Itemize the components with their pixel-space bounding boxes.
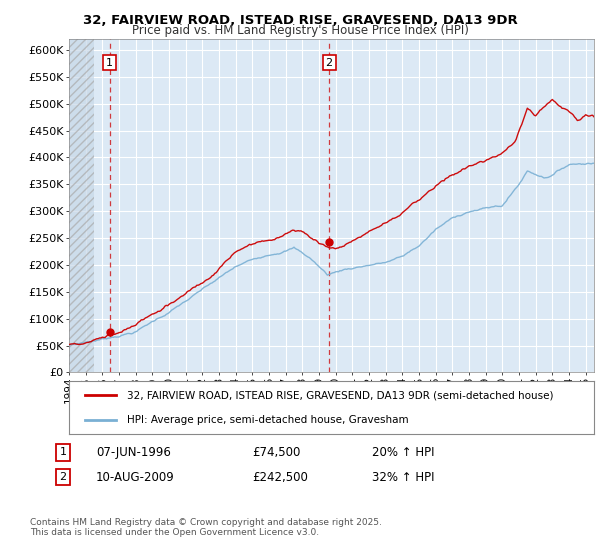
Bar: [69, 39, 94, 372]
Text: HPI: Average price, semi-detached house, Gravesham: HPI: Average price, semi-detached house,…: [127, 414, 409, 424]
Text: 1: 1: [59, 447, 67, 458]
Text: 32% ↑ HPI: 32% ↑ HPI: [372, 470, 434, 484]
Text: 32, FAIRVIEW ROAD, ISTEAD RISE, GRAVESEND, DA13 9DR (semi-detached house): 32, FAIRVIEW ROAD, ISTEAD RISE, GRAVESEN…: [127, 390, 553, 400]
Text: Contains HM Land Registry data © Crown copyright and database right 2025.
This d: Contains HM Land Registry data © Crown c…: [30, 518, 382, 538]
Text: £74,500: £74,500: [252, 446, 301, 459]
Text: 07-JUN-1996: 07-JUN-1996: [96, 446, 171, 459]
Text: 2: 2: [326, 58, 333, 68]
Text: 32, FAIRVIEW ROAD, ISTEAD RISE, GRAVESEND, DA13 9DR: 32, FAIRVIEW ROAD, ISTEAD RISE, GRAVESEN…: [83, 14, 517, 27]
Text: 2: 2: [59, 472, 67, 482]
Text: Price paid vs. HM Land Registry's House Price Index (HPI): Price paid vs. HM Land Registry's House …: [131, 24, 469, 36]
Text: 10-AUG-2009: 10-AUG-2009: [96, 470, 175, 484]
Text: £242,500: £242,500: [252, 470, 308, 484]
Text: 1: 1: [106, 58, 113, 68]
Text: 20% ↑ HPI: 20% ↑ HPI: [372, 446, 434, 459]
